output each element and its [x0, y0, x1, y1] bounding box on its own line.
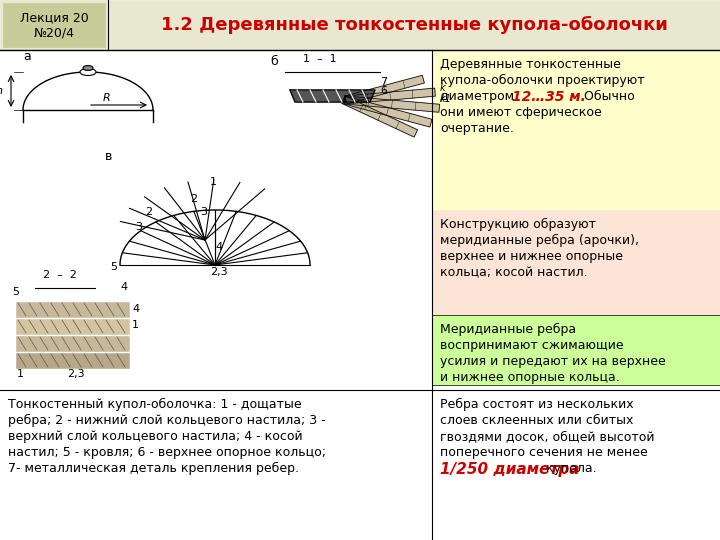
Bar — [432, 50, 720, 210]
Text: 3: 3 — [135, 222, 142, 232]
Text: Лекция 20
№20/4: Лекция 20 №20/4 — [19, 11, 89, 39]
Polygon shape — [341, 96, 418, 137]
Text: воспринимают сжимающие: воспринимают сжимающие — [440, 339, 624, 352]
Text: 7: 7 — [380, 77, 387, 87]
Text: 1  –  1: 1 – 1 — [303, 54, 337, 64]
Text: усилия и передают их на верхнее: усилия и передают их на верхнее — [440, 355, 666, 368]
Bar — [16, 353, 129, 368]
Text: кольца; косой настил.: кольца; косой настил. — [440, 266, 588, 279]
Text: б: б — [270, 55, 278, 68]
Text: в: в — [105, 150, 112, 163]
Text: 1: 1 — [210, 177, 217, 187]
Text: Конструкцию образуют: Конструкцию образуют — [440, 218, 596, 231]
Text: диаметром: диаметром — [440, 90, 518, 103]
Text: 4: 4 — [215, 242, 222, 252]
Text: верхний слой кольцевого настила; 4 - косой: верхний слой кольцевого настила; 4 - кос… — [8, 430, 302, 443]
Text: очертание.: очертание. — [440, 122, 514, 135]
Text: Ребра состоят из нескольких: Ребра состоят из нескольких — [440, 398, 634, 411]
Text: меридианные ребра (арочки),: меридианные ребра (арочки), — [440, 234, 639, 247]
Text: 1: 1 — [132, 320, 139, 330]
Text: поперечного сечения не менее: поперечного сечения не менее — [440, 446, 648, 459]
Text: 3: 3 — [200, 207, 207, 217]
Text: k: k — [440, 83, 446, 93]
Bar — [15, 300, 130, 372]
Text: 2,3: 2,3 — [210, 267, 228, 277]
Text: Меридианные ребра: Меридианные ребра — [440, 323, 576, 336]
Text: купола.: купола. — [542, 462, 597, 475]
Bar — [16, 302, 129, 317]
Text: 1: 1 — [17, 369, 24, 379]
Text: слоев склеенных или сбитых: слоев склеенных или сбитых — [440, 414, 634, 427]
Text: k1: k1 — [440, 94, 452, 104]
Polygon shape — [345, 75, 424, 104]
Text: 5: 5 — [110, 262, 117, 272]
Polygon shape — [344, 96, 440, 112]
Polygon shape — [345, 88, 436, 104]
Text: 2: 2 — [190, 194, 197, 204]
Text: Обычно: Обычно — [580, 90, 635, 103]
Text: купола-оболочки проектируют: купола-оболочки проектируют — [440, 74, 644, 87]
Bar — [432, 315, 720, 385]
Text: 4: 4 — [132, 304, 139, 314]
Bar — [16, 319, 129, 334]
Text: 2: 2 — [145, 207, 152, 217]
Text: 6: 6 — [380, 86, 387, 96]
Ellipse shape — [80, 69, 96, 76]
Text: R: R — [103, 93, 111, 103]
Text: они имеют сферическое: они имеют сферическое — [440, 106, 602, 119]
Text: верхнее и нижнее опорные: верхнее и нижнее опорные — [440, 250, 623, 263]
Polygon shape — [343, 96, 432, 127]
Bar — [16, 336, 129, 351]
Text: гвоздями досок, общей высотой: гвоздями досок, общей высотой — [440, 430, 654, 443]
Bar — [0, 0, 720, 50]
Ellipse shape — [83, 65, 93, 71]
Text: а: а — [23, 50, 31, 63]
Bar — [432, 210, 720, 315]
Text: 2  –  2: 2 – 2 — [43, 270, 77, 280]
Text: и нижнее опорные кольца.: и нижнее опорные кольца. — [440, 371, 620, 384]
Text: настил; 5 - кровля; 6 - верхнее опорное кольцо;: настил; 5 - кровля; 6 - верхнее опорное … — [8, 446, 326, 459]
Text: h: h — [0, 86, 3, 96]
Polygon shape — [290, 90, 375, 102]
Bar — [3, 3, 105, 47]
Text: 4: 4 — [120, 282, 127, 292]
Text: 1/250 диаметра: 1/250 диаметра — [440, 462, 580, 477]
Text: 2,3: 2,3 — [68, 369, 85, 379]
Text: Деревянные тонкостенные: Деревянные тонкостенные — [440, 58, 621, 71]
Text: Тонкостенный купол-оболочка: 1 - дощатые: Тонкостенный купол-оболочка: 1 - дощатые — [8, 398, 302, 411]
Text: 7- металлическая деталь крепления ребер.: 7- металлическая деталь крепления ребер. — [8, 462, 299, 475]
Text: 5: 5 — [12, 287, 19, 297]
Text: 12…35 м.: 12…35 м. — [512, 90, 586, 104]
Bar — [432, 390, 720, 540]
Text: ребра; 2 - нижний слой кольцевого настила; 3 -: ребра; 2 - нижний слой кольцевого настил… — [8, 414, 325, 427]
Text: 1.2 Деревянные тонкостенные купола-оболочки: 1.2 Деревянные тонкостенные купола-оболо… — [161, 16, 667, 34]
